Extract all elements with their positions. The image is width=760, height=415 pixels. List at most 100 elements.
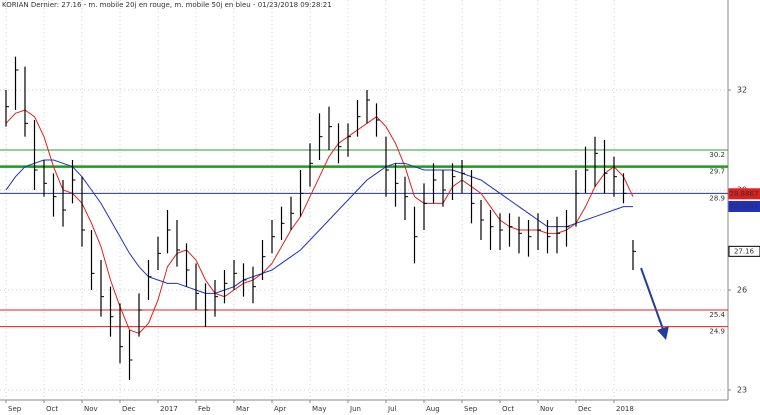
price-bar [223,270,228,304]
price-bar [442,170,446,207]
price-bar [204,283,209,327]
level-label: 30.2 [709,151,725,159]
x-tick-label: Dec [578,405,592,413]
value-tag [728,245,760,257]
price-bar [62,180,66,227]
x-tick-label: Nov [540,405,554,413]
price-bar [423,183,427,230]
price-bar [394,163,399,207]
value-tag-label: 27.16 [734,247,755,255]
price-bar [508,213,513,247]
price-bar [280,206,285,240]
price-bar [119,303,123,364]
x-tick-label: Aug [426,405,440,413]
price-bar [5,90,9,127]
price-bar [347,123,351,157]
x-tick-label: Jul [387,405,397,413]
x-tick-label: Oct [46,405,58,413]
price-bar [14,56,19,110]
price-bar [43,160,47,197]
x-tick-label: Feb [198,405,211,413]
price-bar [109,286,114,337]
price-bar [375,103,380,137]
price-bar [71,160,76,204]
level-label: 29.7 [709,168,725,176]
price-bar [470,170,475,224]
x-tick-label: Jun [349,405,361,413]
x-tick-label: Nov [84,405,98,413]
price-bar [366,90,370,124]
y-tick-label: 26 [737,286,747,295]
x-tick-label: Sep [8,405,22,413]
price-bar [271,220,275,254]
level-label: 24.9 [709,328,725,336]
price-bar [261,240,266,280]
price-bar [195,263,199,310]
price-bar [537,213,541,250]
price-bar [328,106,332,150]
price-bar [480,200,484,240]
price-bar [309,143,313,187]
chart-title: KORIAN Dernier: 27.16 - m. mobile 20j en… [2,1,332,9]
price-bar [147,260,152,300]
price-bar [613,156,617,197]
price-bar [594,136,598,187]
price-bar [157,236,161,270]
price-bar [432,163,437,204]
price-bar [33,120,38,190]
price-bar [290,196,294,230]
value-tag [728,200,760,212]
price-bar [584,146,589,194]
x-tick-label: Oct [502,405,514,413]
price-bar [24,66,28,137]
price-bar [337,123,342,164]
price-bar [299,170,304,217]
price-bar [318,113,323,160]
level-label: 25.4 [709,311,725,319]
moving-average-line [5,159,633,294]
price-bar [565,210,570,247]
price-bar [451,163,456,200]
price-bar [233,260,237,290]
level-label: 28.9 [709,194,725,202]
price-bar [632,240,636,270]
arrow-shaft [640,267,665,333]
price-bar [556,216,560,254]
price-bar [489,210,494,250]
y-tick-label: 32 [737,86,747,95]
price-bar [128,330,133,380]
price-bar [546,220,551,254]
price-bar [81,176,85,247]
price-bar [575,170,579,227]
value-tag [728,188,760,200]
x-tick-label: Mar [236,405,249,413]
price-bar [252,266,256,304]
price-bar [603,140,608,194]
x-tick-label: 2017 [160,405,178,413]
price-bar [242,263,247,297]
x-tick-label: Sep [464,405,478,413]
value-tag-label: 28.5051 [730,202,759,210]
x-tick-label: Dec [122,405,136,413]
price-bar [499,213,503,250]
trend-arrow [640,267,669,340]
price-bar [385,136,389,197]
price-bar [404,176,408,220]
price-bar [518,216,522,254]
price-bar [461,160,465,194]
price-bar [622,173,627,204]
y-tick-label: 23 [737,386,747,395]
x-tick-label: 2018 [616,405,634,413]
price-bar [52,173,57,217]
price-bar [166,210,171,254]
price-bar [413,206,418,264]
x-tick-label: Apr [274,405,286,413]
x-tick-label: May [312,405,326,413]
price-bar [138,293,142,337]
price-bar [176,220,180,267]
price-bar [527,220,532,257]
price-bar [185,243,190,287]
price-bar [214,280,218,317]
